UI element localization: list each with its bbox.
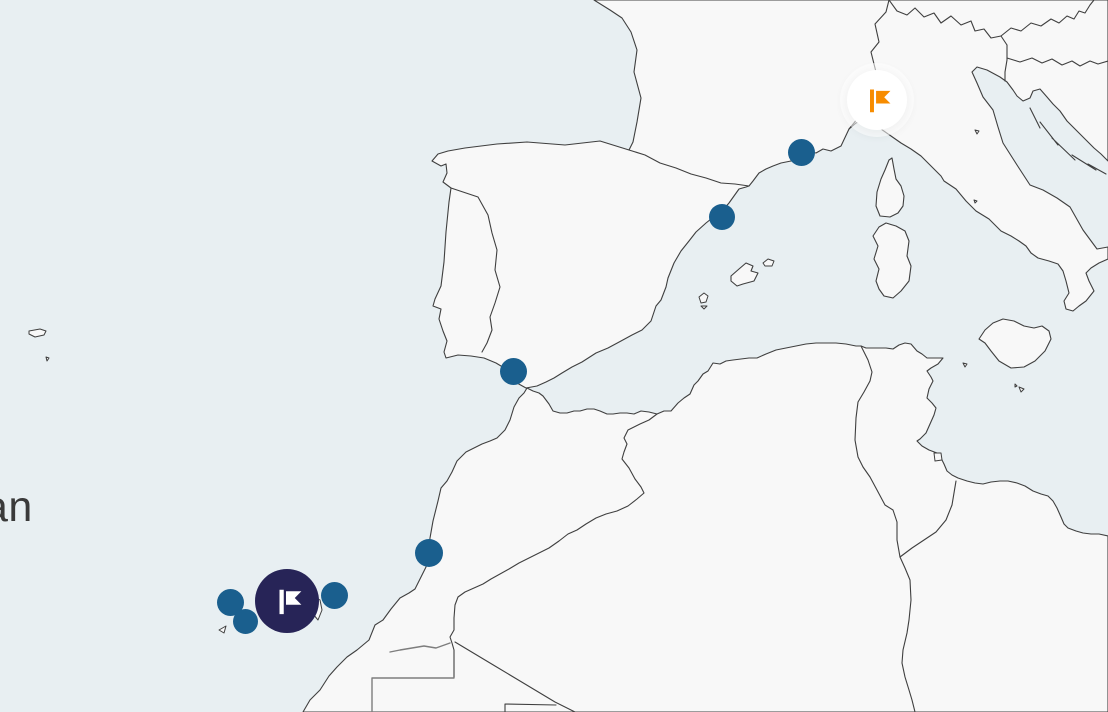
border-slovenia-croatia [1006,57,1108,67]
border-westernsahara-south [371,677,455,712]
border-morocco-algeria [449,413,658,679]
border-algeria-tunisia [854,345,901,558]
border-mauritania-mali [504,703,557,712]
border-morocco-westernsahara [389,642,451,653]
waypoint-dot[interactable] [415,539,443,567]
flag-icon [279,589,302,615]
start-flag-marker[interactable] [847,70,907,130]
destination-flag-marker[interactable] [255,569,319,633]
islands-croatia [1029,107,1107,175]
border-france-spain [628,149,750,187]
island-ibiza [698,292,709,304]
island-desertas [45,356,50,362]
waypoint-dot[interactable] [709,204,735,230]
island-madeira [28,328,47,338]
flag-icon [870,89,891,113]
island-menorca [762,258,775,267]
island-mallorca [730,262,759,287]
border-alps [888,0,1008,46]
waypoint-dot[interactable] [787,138,815,166]
island-sardinia [872,222,912,299]
island-formentera [700,305,708,310]
border-portugal-spain [450,187,501,353]
island-malta [1014,383,1025,393]
waypoint-dot[interactable] [232,608,258,634]
border-algeria-libya [899,556,916,712]
island-elba [974,129,980,135]
border-italy-slovenia [1004,44,1008,82]
waypoint-dot[interactable] [499,357,527,385]
border-tunisia-libya [899,480,957,558]
island-canary-islet [218,625,227,634]
island-corsica [875,157,905,218]
landmass-africa [302,342,1108,712]
border-algeria-mauritania [454,641,576,712]
island-sicily [978,318,1052,369]
island-montecristo [973,199,978,204]
border-austria-slovenia [1000,0,1095,37]
island-pantelleria [962,362,968,368]
waypoint-dot[interactable] [320,581,348,609]
ocean-label: an [0,483,33,531]
island-djerba [933,452,943,462]
